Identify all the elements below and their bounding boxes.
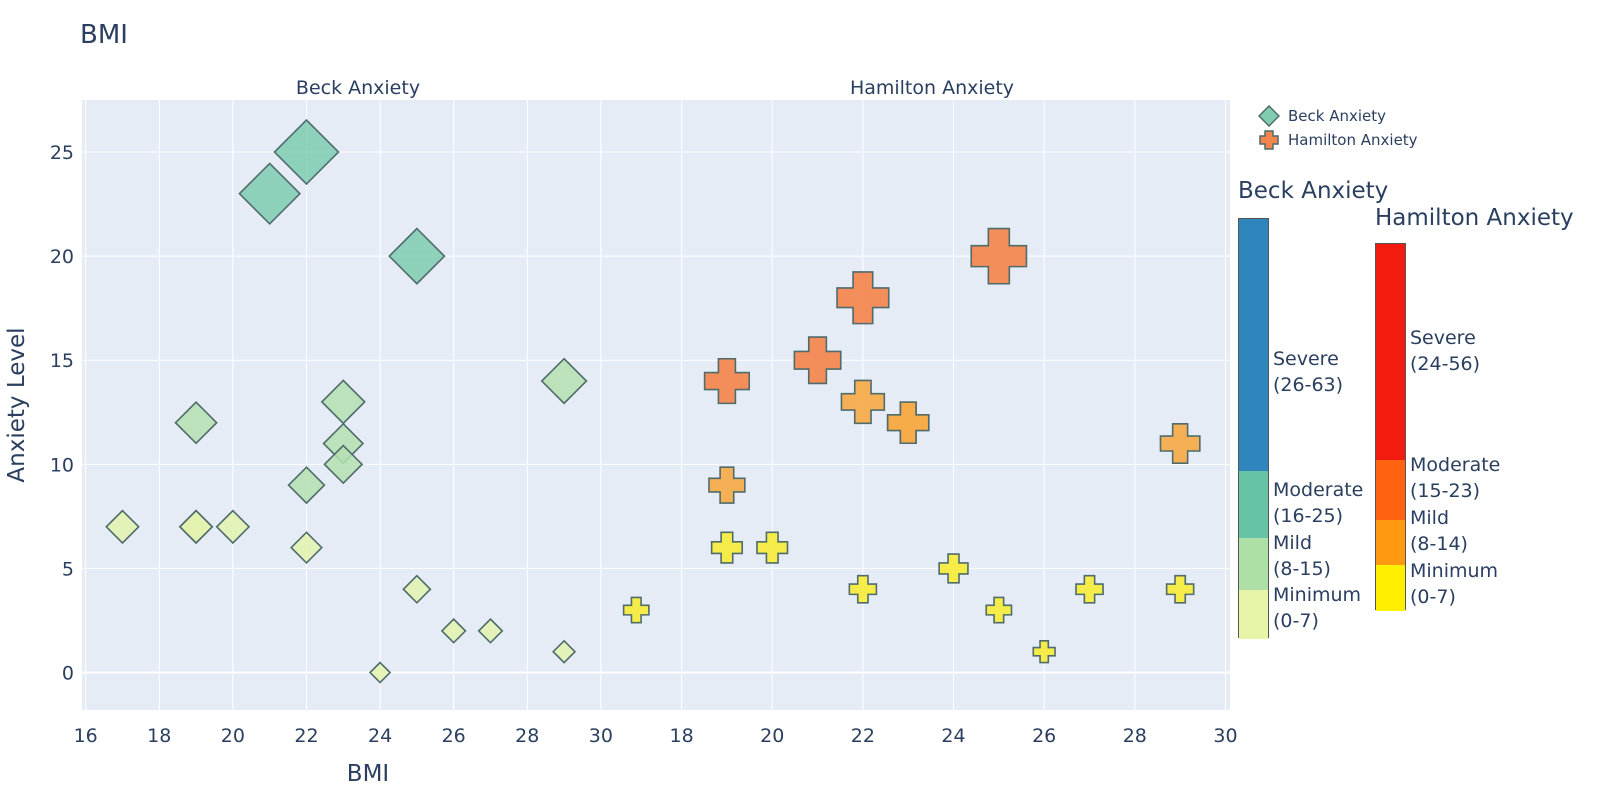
- colorbar-hamilton-label-mild: Mild (8-14): [1410, 507, 1468, 555]
- diamond-icon: [1258, 105, 1280, 127]
- beck-point: [552, 639, 577, 664]
- beck-point: [105, 509, 140, 545]
- beck-point: [273, 118, 340, 186]
- colorbar-beck-label-minimum: Minimum (0-7): [1273, 584, 1362, 632]
- x-tick-label: 24: [368, 725, 392, 747]
- beck-point: [440, 617, 467, 644]
- subplot-title-2: Hamilton Anxiety: [850, 77, 1014, 99]
- hamilton-point: [793, 336, 842, 385]
- colorbar-beck-label-severe: Severe (26-63): [1273, 348, 1344, 396]
- legend-label-beck: Beck Anxiety: [1288, 107, 1387, 125]
- colorbar-beck-band-mild: [1239, 538, 1268, 590]
- beck-point: [238, 162, 302, 226]
- beck-point: [368, 661, 392, 684]
- y-tick-label: 10: [50, 454, 74, 476]
- beck-point: [323, 444, 364, 485]
- beck-point: [178, 509, 214, 545]
- colorbar-hamilton-band-minimum: [1376, 565, 1405, 611]
- beck-point: [402, 574, 432, 604]
- colorbar-hamilton-band-mild: [1376, 520, 1405, 565]
- colorbar-beck-bar: [1238, 218, 1269, 639]
- y-tick-label: 25: [50, 142, 74, 164]
- legend-item-beck[interactable]: Beck Anxiety: [1258, 104, 1418, 128]
- colorbar-hamilton: Hamilton Anxiety Severe (24-56) Moderate…: [1375, 205, 1574, 611]
- beck-point: [540, 357, 588, 405]
- cross-icon: [1259, 130, 1279, 150]
- colorbar-hamilton-label-minimum: Minimum (0-7): [1410, 560, 1499, 608]
- beck-point: [287, 466, 326, 505]
- colorbar-hamilton-label-moderate: Moderate (15-23): [1410, 454, 1501, 502]
- x-tick-label: 24: [941, 725, 965, 747]
- subplot-title-1: Beck Anxiety: [296, 77, 420, 99]
- y-axis-title: Anxiety Level: [4, 327, 30, 482]
- x-tick-label: 22: [294, 725, 318, 747]
- hamilton-point: [840, 379, 886, 425]
- colorbar-beck: Beck Anxiety Severe (26-63) Moderate (16…: [1238, 178, 1389, 639]
- x-tick-label: 22: [851, 725, 875, 747]
- x-tick-label: 30: [1213, 725, 1237, 747]
- plot-area-2: [634, 100, 1230, 710]
- colorbar-beck-label-mild: Mild (8-15): [1273, 532, 1331, 580]
- x-tick-label: 16: [74, 725, 98, 747]
- hamilton-point: [1159, 423, 1201, 464]
- x-tick-label: 20: [221, 725, 245, 747]
- hamilton-point: [848, 574, 878, 604]
- legend-item-hamilton[interactable]: Hamilton Anxiety: [1258, 128, 1418, 152]
- beck-point: [388, 227, 446, 285]
- beck-point: [215, 509, 251, 545]
- hamilton-point: [970, 227, 1028, 285]
- colorbar-beck-label-moderate: Moderate (16-25): [1273, 479, 1364, 527]
- colorbar-hamilton-band-moderate: [1376, 460, 1405, 520]
- beck-point: [174, 401, 218, 445]
- hamilton-point: [756, 531, 789, 564]
- x-tick-label: 20: [760, 725, 784, 747]
- legend-label-hamilton: Hamilton Anxiety: [1288, 131, 1418, 149]
- x-axis-title: BMI: [347, 761, 389, 787]
- x-tick-label: 18: [147, 725, 171, 747]
- chart-title: BMI: [80, 20, 128, 50]
- y-tick-label: 5: [62, 558, 74, 580]
- hamilton-point: [836, 271, 890, 325]
- hamilton-point: [622, 596, 650, 624]
- hamilton-point: [1165, 574, 1195, 604]
- legend[interactable]: Beck Anxiety Hamilton Anxiety: [1258, 104, 1418, 152]
- colorbar-hamilton-bar: [1375, 243, 1406, 611]
- x-tick-label: 26: [442, 725, 466, 747]
- y-tick-label: 15: [50, 350, 74, 372]
- hamilton-point: [985, 596, 1013, 624]
- x-tick-label: 28: [1123, 725, 1147, 747]
- colorbar-hamilton-title: Hamilton Anxiety: [1375, 205, 1574, 231]
- hamilton-point: [886, 401, 930, 445]
- y-tick-label: 20: [50, 246, 74, 268]
- colorbar-beck-title: Beck Anxiety: [1238, 178, 1389, 204]
- y-tick-label: 0: [62, 663, 74, 685]
- x-tick-label: 28: [515, 725, 539, 747]
- x-tick-label: 26: [1032, 725, 1056, 747]
- x-tick-label: 30: [589, 725, 613, 747]
- beck-point: [477, 617, 504, 644]
- colorbar-hamilton-label-severe: Severe (24-56): [1410, 327, 1481, 375]
- x-tick-label: 18: [669, 725, 693, 747]
- hamilton-point: [710, 531, 743, 564]
- hamilton-point: [708, 466, 746, 504]
- colorbar-beck-band-moderate: [1239, 471, 1268, 538]
- hamilton-point: [703, 357, 751, 405]
- hamilton-point: [1075, 574, 1104, 604]
- hamilton-point: [1032, 640, 1056, 664]
- hamilton-point: [938, 553, 969, 584]
- beck-point: [290, 531, 323, 565]
- colorbar-beck-band-minimum: [1239, 590, 1268, 639]
